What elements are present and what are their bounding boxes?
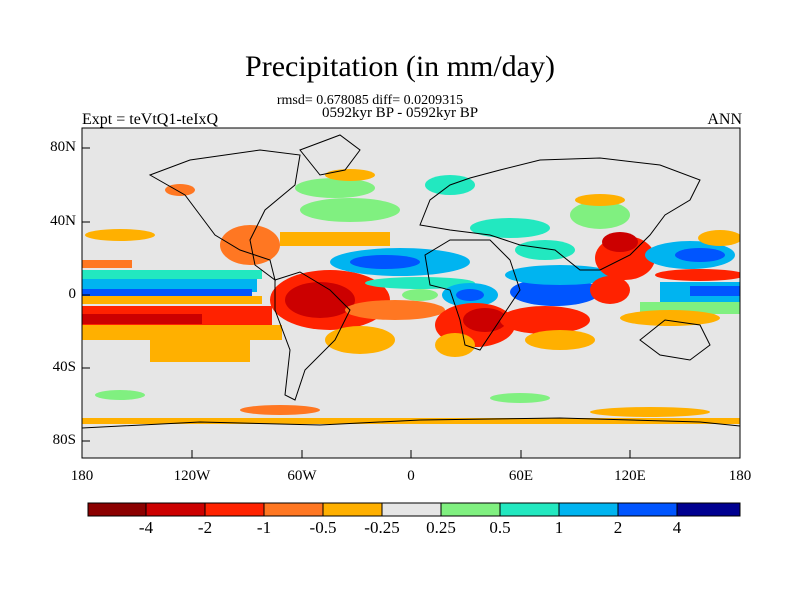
x-label-180e: 180: [728, 468, 752, 484]
colorbar-swatch-10: [617, 502, 678, 517]
colorbar-swatch-1: [87, 502, 147, 517]
x-label-60e: 60E: [508, 468, 534, 484]
x-label-180w: 180: [70, 468, 94, 484]
y-label-0: 0: [68, 286, 77, 302]
colorbar-label: 4: [672, 518, 682, 537]
y-label-40s: 40S: [52, 359, 76, 375]
colorbar-label: 0.5: [489, 518, 511, 537]
x-label-60w: 60W: [287, 468, 317, 484]
colorbar-label: -2: [197, 518, 213, 537]
colorbar-swatch-9: [558, 502, 619, 517]
colorbar-label: -1: [256, 518, 272, 537]
y-label-80s: 80S: [52, 432, 76, 448]
precip-field: [82, 128, 740, 458]
colorbar: [87, 502, 741, 517]
axis-ticks: [81, 147, 741, 458]
colorbar-swatch-8: [499, 502, 560, 517]
x-label-120e: 120E: [614, 468, 646, 484]
colorbar-swatch-6: [381, 502, 442, 517]
colorbar-swatch-11: [676, 502, 741, 517]
colorbar-label: -0.25: [364, 518, 400, 537]
coastlines: [82, 134, 740, 429]
colorbar-label: 1: [554, 518, 564, 537]
colorbar-label: 0.25: [426, 518, 456, 537]
colorbar-swatch-2: [145, 502, 206, 517]
colorbar-label: -0.5: [309, 518, 337, 537]
colorbar-swatch-3: [204, 502, 265, 517]
stats-subtitle: rmsd= 0.678085 diff= 0.0209315: [276, 93, 464, 108]
season-label: ANN: [707, 111, 742, 128]
colorbar-swatch-7: [440, 502, 501, 517]
colorbar-swatch-4: [263, 502, 324, 517]
y-label-40n: 40N: [50, 213, 76, 229]
x-label-120w: 120W: [173, 468, 211, 484]
y-label-80n: 80N: [50, 139, 76, 155]
colorbar-label: 2: [613, 518, 623, 537]
colorbar-label: -4: [138, 518, 154, 537]
colorbar-swatch-5: [322, 502, 383, 517]
period-subtitle: 0592kyr BP - 0592kyr BP: [321, 105, 479, 121]
x-label-0: 0: [407, 468, 415, 484]
plot-title: Precipitation (in mm/day): [245, 50, 555, 83]
experiment-label: Expt = teVtQ1-teIxQ: [82, 111, 219, 128]
